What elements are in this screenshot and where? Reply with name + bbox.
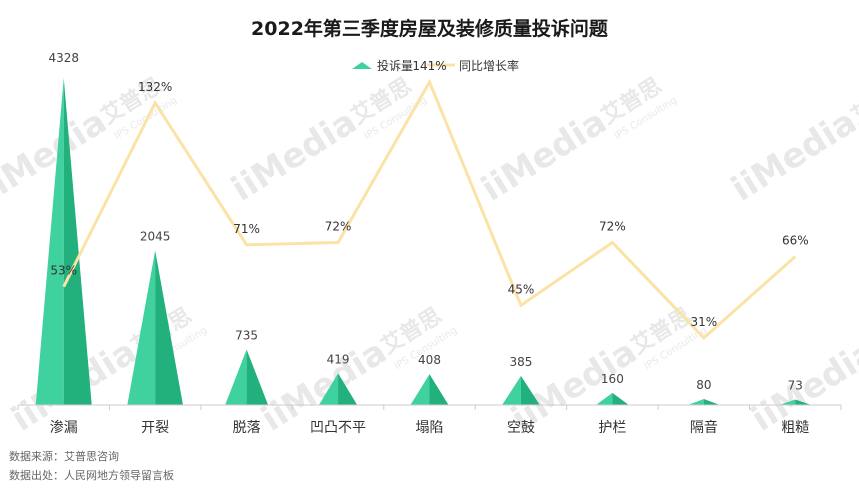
x-tick-label: 凹凸不平	[310, 420, 366, 436]
x-tick-label: 隔音	[690, 419, 718, 436]
data-labels: 4328 2045 735 419 408 385 160 80 73 53% 132% 71% 72%…	[48, 51, 808, 392]
bar-face-right	[246, 349, 269, 405]
bar-value-label: 73	[788, 378, 803, 392]
bar-face-right	[795, 399, 812, 405]
footer-source: 数据来源：艾普思咨询	[9, 450, 119, 463]
bar-face-right	[703, 398, 720, 405]
bar-face-left	[779, 399, 796, 405]
x-tick-label: 开裂	[141, 420, 169, 436]
line-value-label: 66%	[782, 233, 809, 247]
bar-value-label: 4328	[48, 51, 79, 65]
line-value-label: 31%	[690, 315, 717, 329]
x-tick-label: 粗糙	[781, 420, 809, 436]
bar-脱落	[225, 349, 269, 405]
bar-隔音	[687, 398, 720, 405]
legend-bar-label: 投诉量	[377, 58, 413, 73]
bar-粗糙	[779, 399, 812, 405]
bar-value-label: 2045	[140, 229, 171, 243]
bar-face-right	[429, 374, 449, 405]
line-value-label: 45%	[508, 282, 535, 296]
bar-face-right	[612, 392, 629, 405]
chart-title: 2022年第三季度房屋及装修质量投诉问题	[251, 18, 608, 40]
bar-face-left	[318, 373, 339, 405]
legend-bar-swatch	[352, 62, 372, 69]
bar-face-left	[595, 392, 613, 405]
legend-line-label: 同比增长率	[459, 58, 519, 73]
x-tick-label: 渗漏	[50, 420, 78, 436]
line-value-label: 71%	[233, 222, 260, 236]
bar-value-label: 385	[509, 355, 532, 369]
watermark-logo: iiMedia	[225, 102, 364, 210]
bar-凹凸不平	[318, 373, 358, 405]
bar-空鼓	[502, 375, 540, 405]
growth-line	[62, 78, 797, 340]
line-value-label: 72%	[599, 220, 626, 234]
bar-渗漏	[35, 78, 92, 405]
x-tick-label: 护栏	[598, 420, 626, 436]
x-tick-label: 空鼓	[507, 420, 535, 436]
x-tick-label: 脱落	[233, 420, 261, 436]
watermark-logo: iiMedia	[725, 102, 859, 210]
bar-塌陷	[410, 374, 449, 405]
footer-origin: 数据出处：人民网地方领导留言板	[9, 469, 174, 482]
bar-value-label: 735	[235, 328, 258, 342]
bar-face-left	[502, 375, 521, 405]
bar-face-right	[338, 373, 358, 405]
bar-series	[35, 78, 812, 405]
line-value-label: 53%	[50, 264, 77, 278]
legend: 投诉量 同比增长率	[352, 58, 519, 73]
bar-face-right	[63, 78, 92, 405]
bar-face-left	[35, 78, 64, 405]
x-tick-label: 塌陷	[416, 420, 444, 436]
line-value-label: 72%	[325, 220, 352, 234]
bar-face-right	[520, 375, 540, 405]
x-axis: 渗漏 开裂 脱落 凹凸不平 塌陷 空鼓 护栏 隔音 粗糙	[17, 404, 842, 436]
bar-face-left	[410, 374, 430, 405]
bar-value-label: 160	[601, 372, 624, 386]
bar-face-left	[687, 398, 704, 405]
line-value-label: 132%	[138, 80, 172, 94]
bar-face-left	[225, 349, 247, 405]
bar-开裂	[127, 250, 183, 405]
bar-value-label: 419	[327, 352, 350, 366]
bar-value-label: 80	[696, 378, 711, 392]
bar-face-right	[155, 250, 183, 405]
bar-护栏	[595, 392, 629, 405]
bar-face-left	[127, 250, 156, 405]
line-series	[62, 78, 797, 340]
watermark-logo: iiMedia	[475, 102, 614, 210]
bar-value-label: 408	[418, 353, 441, 367]
line-value-label: 141%	[412, 59, 446, 73]
